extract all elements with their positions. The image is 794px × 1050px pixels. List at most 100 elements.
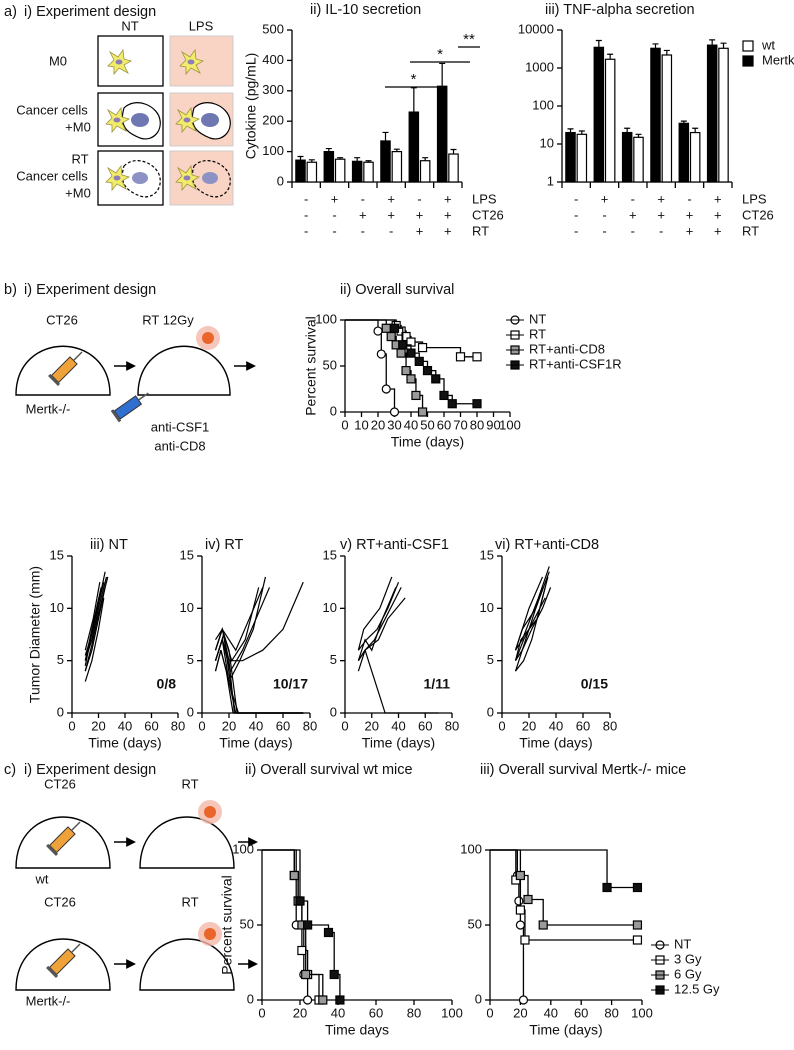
bar xyxy=(650,47,661,183)
legend-swatch xyxy=(742,55,754,67)
condition-sign: + xyxy=(657,191,665,206)
y-axis-label: Tumor Diameter (mm) xyxy=(27,566,43,703)
error-bar xyxy=(410,87,417,113)
error-bar xyxy=(439,62,446,87)
row-label: Cancer cells xyxy=(16,102,88,117)
x-axis-label: Time (days) xyxy=(529,1022,602,1038)
survival-point xyxy=(417,407,428,417)
error-bar xyxy=(624,127,631,133)
x-tick-label: 100 xyxy=(441,1005,463,1020)
error-bar xyxy=(709,39,716,46)
y-axis-label: Percent survival xyxy=(219,875,235,975)
condition-sign: + xyxy=(387,191,395,206)
bar xyxy=(380,140,391,183)
survival-point xyxy=(472,399,482,409)
error-bar xyxy=(720,42,727,49)
panel-label: b) xyxy=(4,282,17,298)
bar xyxy=(576,133,588,183)
condition-sign: + xyxy=(629,207,637,222)
y-tick-label: 100 xyxy=(460,841,482,856)
condition-sign: - xyxy=(304,207,308,222)
significance-label: ** xyxy=(463,31,475,48)
x-tick-label: 40 xyxy=(118,718,132,733)
x-tick-label: 40 xyxy=(544,1005,558,1020)
significance-label: * xyxy=(411,71,417,88)
error-bar xyxy=(354,157,361,162)
diagram-label: anti-CD8 xyxy=(154,438,205,453)
legend-label: Mertk-/- xyxy=(762,52,794,67)
x-tick-label: 60 xyxy=(369,1005,383,1020)
diagram-label: CT26 xyxy=(46,312,78,327)
diagram-label: wt xyxy=(35,871,49,886)
x-tick-label: 60 xyxy=(574,1005,588,1020)
survival-point xyxy=(389,323,400,333)
x-axis-label: Time (days) xyxy=(519,735,592,751)
survival-point xyxy=(515,905,526,915)
bar xyxy=(408,111,420,183)
survival-point xyxy=(417,343,428,353)
ratio-label: 10/17 xyxy=(273,676,308,692)
bar xyxy=(295,159,306,183)
ratio-label: 1/11 xyxy=(424,676,451,692)
x-tick-label: 20 xyxy=(522,718,536,733)
chart-title: vi) RT+anti-CD8 xyxy=(495,537,599,553)
x-tick-label: 0 xyxy=(486,1005,493,1020)
survival-step xyxy=(262,849,295,876)
diagram-label: CT26 xyxy=(44,894,76,909)
x-tick-label: 80 xyxy=(407,1005,421,1020)
y-tick-label: 0 xyxy=(330,403,337,418)
error-bar xyxy=(337,157,344,160)
error-bar xyxy=(297,155,304,161)
x-tick-label: 60 xyxy=(418,718,432,733)
design-grid xyxy=(97,35,234,206)
x-tick-label: 80 xyxy=(445,718,459,733)
x-tick-label: 20 xyxy=(222,718,236,733)
y-tick-label: 100 xyxy=(315,311,337,326)
survival-step xyxy=(328,931,335,975)
x-axis-label: Time (days) xyxy=(362,735,435,751)
diagram-label: anti-CSF1 xyxy=(151,419,210,434)
bar xyxy=(436,85,448,183)
y-tick-label: 0 xyxy=(330,704,337,719)
bar xyxy=(391,151,403,183)
x-tick-label: 80 xyxy=(171,718,185,733)
tumor-line xyxy=(514,597,546,661)
y-tick-label: 10 xyxy=(323,600,337,615)
x-tick-label: 40 xyxy=(549,718,563,733)
chart-title: ii) Overall survival wt mice xyxy=(245,762,413,778)
x-tick-label: 80 xyxy=(603,718,617,733)
survival-point xyxy=(297,945,307,956)
survival-point xyxy=(422,366,433,376)
y-tick-label: 10 xyxy=(180,600,194,615)
condition-name: LPS xyxy=(472,191,497,206)
y-tick-label: 100 xyxy=(532,97,554,112)
condition-sign: + xyxy=(714,207,722,222)
bar xyxy=(678,122,690,183)
bar xyxy=(718,47,729,183)
x-tick-label: 0 xyxy=(258,1005,265,1020)
survival-point xyxy=(401,366,411,376)
survival-point xyxy=(323,927,334,938)
chart-title: v) RT+anti-CSF1 xyxy=(340,537,449,553)
error-bar xyxy=(365,160,372,163)
x-tick-label: 20 xyxy=(371,417,385,432)
survival-point xyxy=(381,384,391,394)
legend-label: RT xyxy=(529,326,546,341)
survival-point xyxy=(376,349,386,359)
condition-sign: - xyxy=(631,223,635,238)
x-tick-label: 80 xyxy=(470,417,484,432)
y-tick-label: 5 xyxy=(57,652,64,667)
bar xyxy=(661,54,673,183)
condition-sign: - xyxy=(574,223,578,238)
survival-step xyxy=(490,849,608,888)
y-tick-label: 5 xyxy=(330,652,337,667)
panel-title: i) Experiment design xyxy=(24,282,156,298)
column-label: LPS xyxy=(189,18,214,33)
condition-sign: - xyxy=(304,191,308,206)
ratio-label: 0/8 xyxy=(157,676,177,692)
tumor-line xyxy=(357,576,393,651)
design-illustration xyxy=(15,326,256,424)
x-tick-label: 40 xyxy=(391,718,405,733)
legend-label: RT+anti-CD8 xyxy=(529,341,605,356)
error-bar xyxy=(308,159,315,163)
